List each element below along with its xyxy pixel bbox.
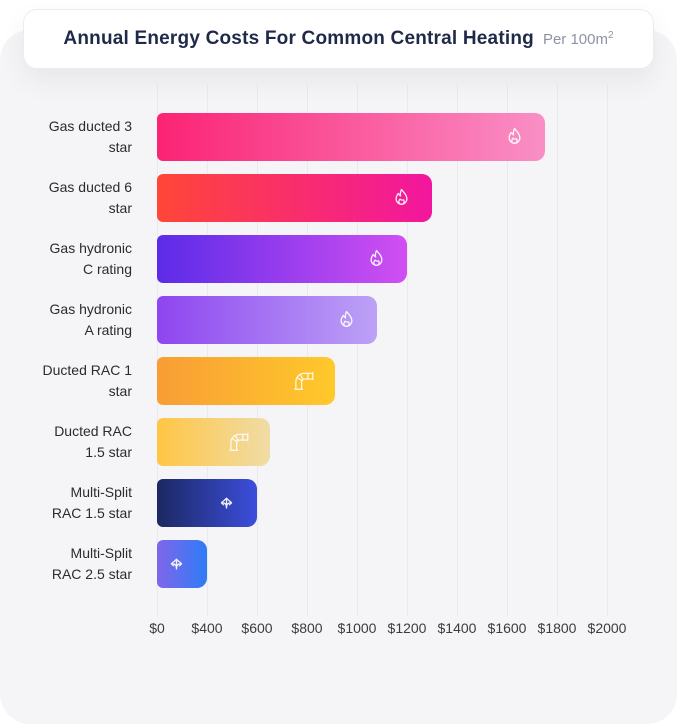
- gridline: [357, 84, 358, 616]
- flame-icon: [335, 309, 358, 332]
- gridline: [456, 84, 458, 616]
- chart-subtitle-superscript: 2: [608, 30, 614, 41]
- gridline: [306, 84, 308, 616]
- duct-icon: [293, 370, 316, 393]
- gridline: [557, 84, 558, 616]
- split-arrows-icon: [215, 492, 238, 515]
- x-axis-tick-label: $1000: [337, 620, 377, 636]
- bar-row: [157, 418, 607, 466]
- gridline: [507, 84, 508, 616]
- chart-gridlines: [157, 84, 608, 616]
- category-label: Gas ducted 3 star: [48, 118, 132, 155]
- x-axis-tick-label: $600: [241, 620, 273, 636]
- bar-row: [157, 296, 607, 344]
- bar: [157, 113, 545, 161]
- x-axis-tick-label: $400: [191, 620, 223, 636]
- x-axis-tick-label: $1800: [537, 620, 577, 636]
- x-axis-tick-label: $800: [291, 620, 323, 636]
- x-axis-tick-label: $2000: [587, 620, 627, 636]
- duct-icon: [228, 431, 251, 454]
- category-label: Ducted RAC 1.5 star: [54, 423, 132, 460]
- category-label: Gas hydronic A rating: [49, 301, 132, 338]
- gridline: [207, 84, 208, 616]
- bar: [157, 418, 270, 466]
- bar: [157, 174, 432, 222]
- bar: [157, 235, 407, 283]
- split-arrows-icon: [165, 553, 188, 576]
- bar-row: [157, 235, 607, 283]
- gridline: [257, 84, 258, 616]
- x-axis-tick-label: $1600: [487, 620, 527, 636]
- bar: [157, 540, 207, 588]
- bar-chart: Gas ducted 3 star Gas ducted 6 star Gas hydr…: [0, 84, 677, 704]
- chart-header-card: Annual Energy Costs For Common Central H…: [23, 9, 654, 69]
- x-axis-tick-label: $0: [149, 620, 165, 636]
- category-label: Ducted RAC 1 star: [42, 362, 132, 399]
- bar: [157, 479, 257, 527]
- flame-icon: [503, 126, 526, 149]
- x-axis-tick-label: $1200: [387, 620, 427, 636]
- gridline: [157, 84, 158, 616]
- category-label: Multi-Split RAC 2.5 star: [51, 545, 132, 582]
- bar-row: [157, 174, 607, 222]
- bar-row: [157, 540, 607, 588]
- gridline: [407, 84, 408, 616]
- bar: [157, 357, 335, 405]
- bar-row: [157, 357, 607, 405]
- bar-row: [157, 113, 607, 161]
- flame-icon: [365, 248, 388, 271]
- category-label: Gas hydronic C rating: [49, 240, 132, 277]
- flame-icon: [390, 187, 413, 210]
- category-label: Multi-Split RAC 1.5 star: [51, 484, 132, 521]
- category-label: Gas ducted 6 star: [48, 179, 132, 216]
- bar-row: [157, 479, 607, 527]
- chart-title: Annual Energy Costs For Common Central H…: [63, 28, 534, 49]
- x-axis-tick-label: $1400: [437, 620, 477, 636]
- chart-subtitle: Per 100m2: [542, 30, 614, 48]
- bar: [157, 296, 377, 344]
- x-axis-labels: $0 $400 $600 $800 $1000 $1200 $1400 $1600 $1800 $…: [149, 620, 626, 642]
- gridline: [607, 84, 608, 616]
